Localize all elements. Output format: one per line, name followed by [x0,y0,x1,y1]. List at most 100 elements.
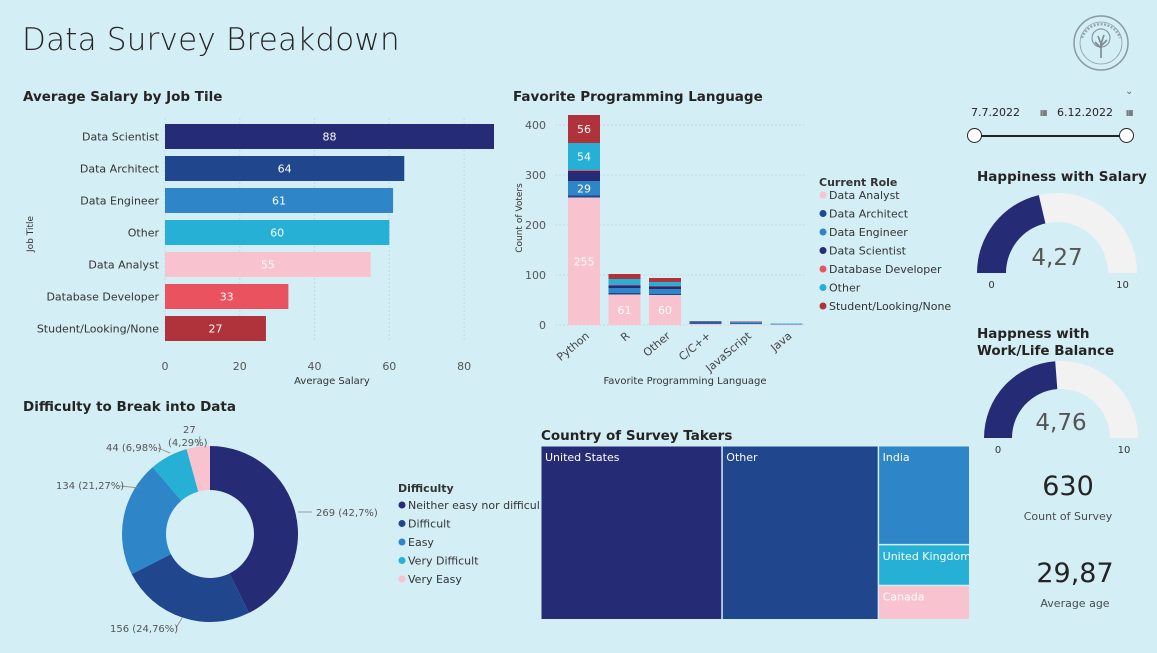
donut-data-label-secondary: (4,29%) [168,438,208,449]
company-logo [1073,15,1129,71]
language-legend-label: Other [829,282,861,295]
language-legend-marker [819,302,827,310]
language-legend-marker [819,191,827,199]
page-title: Data Survey Breakdown [22,22,400,58]
language-x-axis-label: Favorite Programming Language [603,376,766,387]
language-legend-marker [819,247,827,254]
calendar-icon[interactable]: ▦ [1126,108,1134,117]
salary-x-axis-label: Average Salary [294,376,370,387]
donut-slice [152,449,199,501]
language-data-label: 54 [577,151,591,164]
language-bar-segment [568,170,600,171]
donut-data-label: 156 (24,76%) [110,624,178,635]
difficulty-legend-label: Very Easy [408,573,462,586]
donut-data-label: 44 (6,98%) [106,443,162,454]
salary-value-label: 27 [208,323,222,336]
language-category-label: Other [641,329,674,359]
salary-bar [165,220,390,245]
salary-value-label: 64 [278,163,292,176]
language-bar-segment [608,279,641,285]
language-legend-label: Data Scientist [829,245,907,258]
date-slider-start-handle[interactable] [967,128,982,143]
language-legend-label: Database Developer [829,263,942,276]
language-bar-segment [568,115,600,143]
salary-value-label: 33 [220,291,234,304]
language-bar-segment [730,322,762,323]
treemap-label: Canada [883,591,925,604]
salary-category-label: Data Analyst [88,259,159,272]
language-bar-segment [608,293,641,295]
language-data-label: 56 [577,123,591,136]
salary-y-axis-label: Job Title [26,216,36,253]
salary-x-tick: 0 [162,360,169,373]
salary-bar [165,316,266,341]
gauge-value-arc [977,195,1046,273]
language-bar-segment [689,321,722,322]
date-start-input[interactable]: 7.7.2022 [971,106,1020,119]
country-chart-title: Country of Survey Takers [541,428,733,444]
language-bar-segment [649,286,681,287]
salary-value-label: 55 [261,259,275,272]
treemap-label: India [883,451,910,464]
donut-slice [210,446,299,613]
gauge-max-label: 10 [1118,445,1131,456]
salary-bar [165,156,405,181]
date-slider-end-handle[interactable] [1119,128,1134,143]
language-bar-segment [568,171,600,181]
salary-value-label: 60 [270,227,284,240]
donut-leader-line [157,447,171,454]
calendar-icon[interactable]: ▦ [1040,108,1048,117]
salary-category-label: Data Scientist [82,131,160,144]
chevron-down-icon[interactable]: ⌄ [1125,86,1134,97]
salary-happiness-gauge: 4,27 0 10 [977,193,1137,291]
treemap-tile [722,446,878,619]
language-y-tick: 100 [525,269,546,282]
language-bar-segment [608,294,641,325]
language-y-tick: 300 [525,169,546,182]
language-legend-marker [819,284,827,291]
language-bar-segment [608,285,641,288]
salary-x-tick: 60 [382,360,396,373]
language-bar-segment [649,295,681,325]
language-bar-segment [649,294,681,295]
donut-slice [131,554,249,622]
language-legend-marker [819,265,827,273]
worklife-happiness-gauge: 4,76 0 10 [984,361,1138,456]
language-legend-label: Data Engineer [829,226,908,239]
language-y-axis-label: Count of Voters [515,183,525,253]
salary-category-label: Data Architect [80,163,160,176]
date-end-input[interactable]: 6.12.2022 [1057,106,1113,119]
language-bar-segment [730,324,762,325]
donut-leader-line [197,435,201,447]
donut-leader-line [175,617,183,629]
language-bar-segment [649,286,681,289]
kpi-count-value: 630 [1042,471,1094,502]
language-bar-segment [770,324,803,325]
donut-slice [121,467,182,575]
treemap-label: United Kingdom [883,550,971,563]
difficulty-legend-marker [398,501,406,509]
language-bar-segment [689,323,722,324]
treemap-label: Other [726,451,758,464]
language-category-label: Python [554,329,592,363]
language-data-label: 61 [618,304,632,317]
treemap-label: United States [545,451,620,464]
difficulty-legend-marker [398,575,406,583]
country-treemap: United States Other India United Kingdom Can… [541,446,971,619]
kpi-count-label: Count of Survey [1023,510,1113,523]
salary-category-label: Database Developer [46,291,159,304]
difficulty-chart-title: Difficulty to Break into Data [23,399,236,415]
language-legend-label: Data Architect [829,208,909,221]
donut-data-label: 134 (21,27%) [56,481,124,492]
salary-value-label: 61 [272,195,286,208]
language-legend-marker [819,210,827,217]
language-data-label: 60 [658,304,672,317]
difficulty-legend-label: Very Difficult [408,555,479,568]
language-data-label: 29 [577,182,591,195]
treemap-tile [879,446,969,544]
language-bar-segment [608,285,641,286]
salary-bar [165,124,494,149]
gauge-min-label: 0 [988,280,994,291]
salary-category-label: Other [128,227,160,240]
difficulty-legend-marker [398,520,406,527]
